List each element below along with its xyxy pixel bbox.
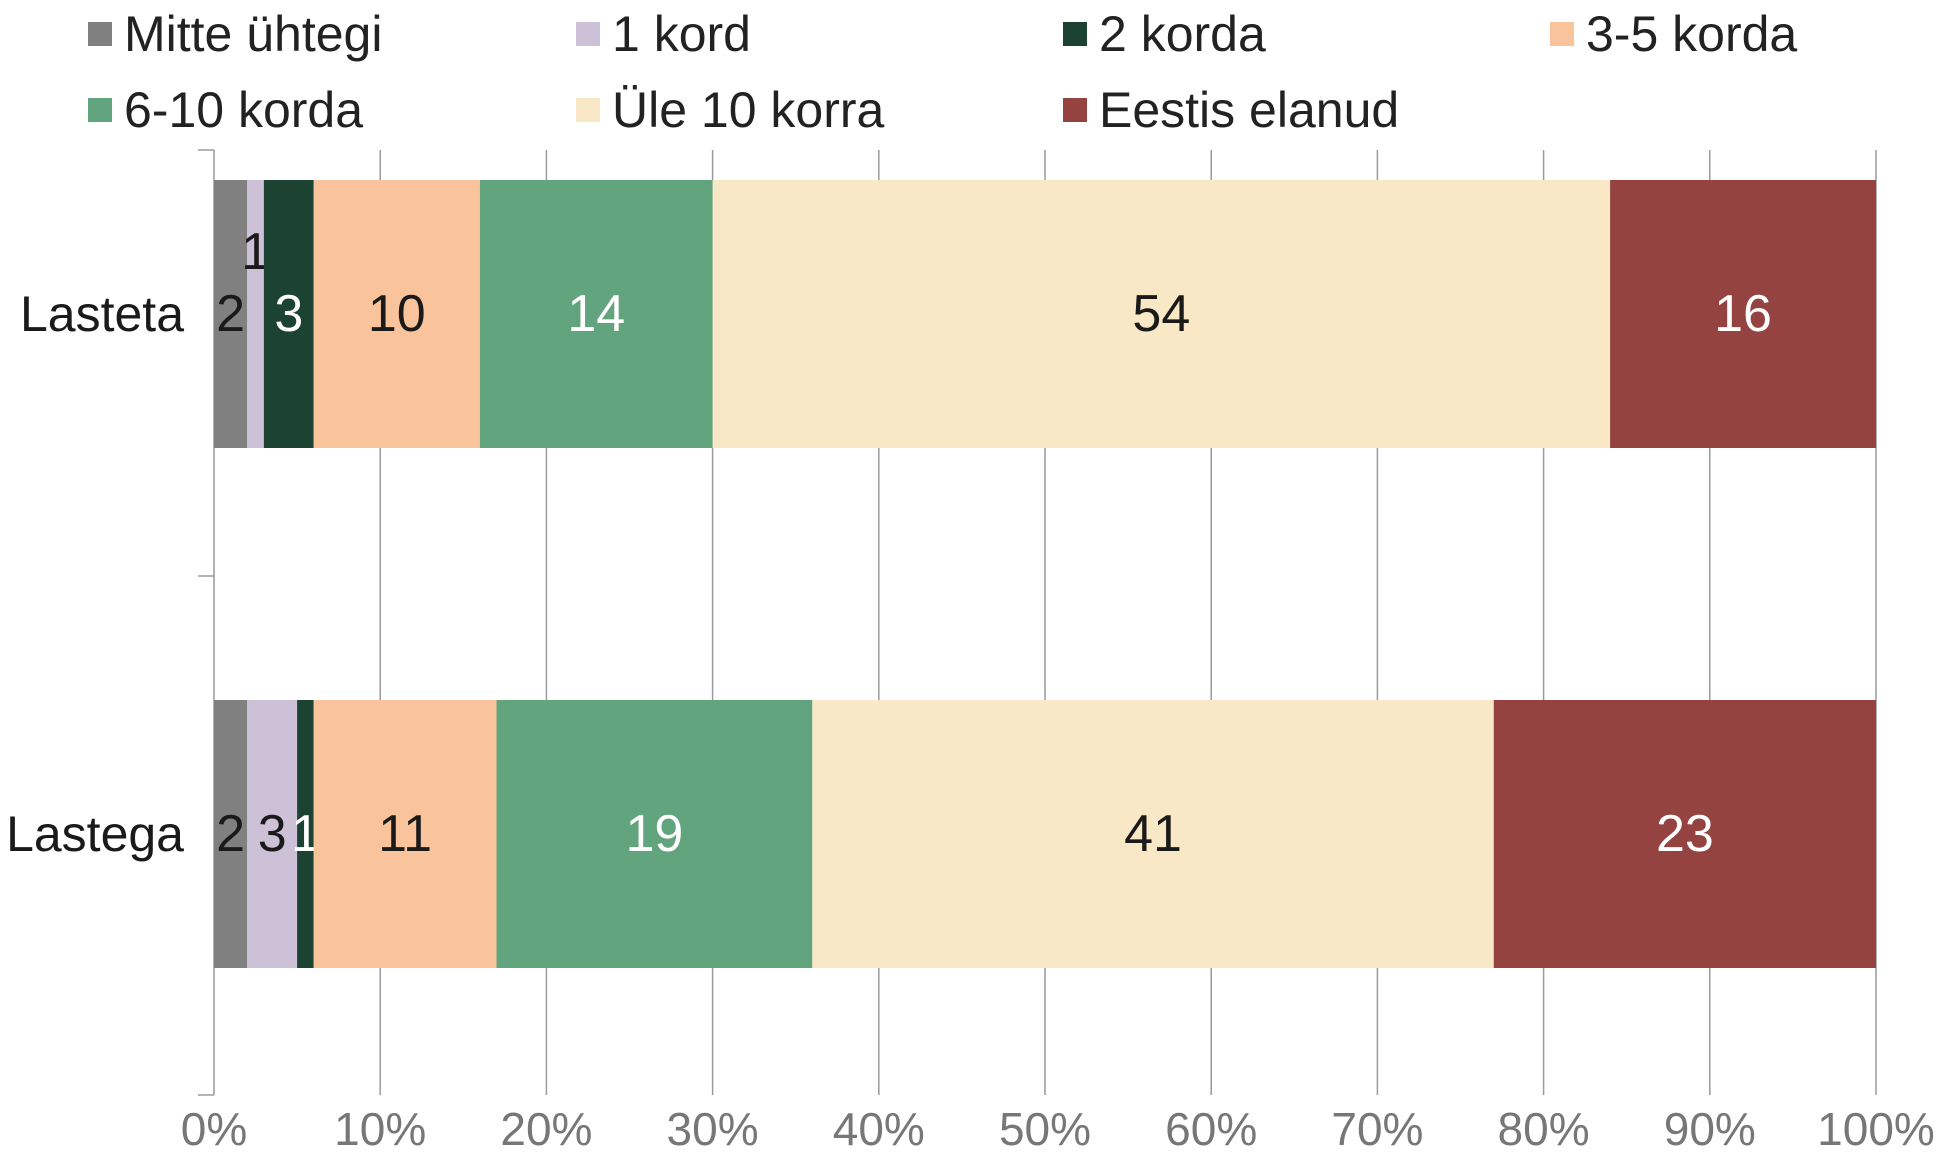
x-tick-label: 50% [999,1103,1091,1155]
legend-label: 6-10 korda [124,82,364,138]
data-label: 19 [626,805,684,863]
legend-swatch [576,22,600,46]
bar-segment [712,180,1611,448]
legend-item: Üle 10 korra [576,80,884,140]
bar-segment [247,180,264,448]
x-tick-label: 20% [500,1103,592,1155]
bar-segment [297,700,314,968]
bar-segment [214,700,248,968]
x-tick-label: 90% [1664,1103,1756,1155]
x-tick-label: 80% [1498,1103,1590,1155]
data-label: 3 [274,285,303,343]
x-tick-label: 0% [181,1103,247,1155]
bar-segment [812,700,1494,968]
legend-swatch [1063,22,1087,46]
legend-swatch [88,22,112,46]
data-label: 23 [1656,805,1714,863]
bar-segment [247,700,298,968]
bar-segment [1610,180,1876,448]
bar-segment [479,180,713,448]
legend-label: 1 kord [612,6,751,62]
data-label: 10 [368,285,426,343]
x-tick-label: 60% [1165,1103,1257,1155]
legend-item: 6-10 korda [88,80,363,140]
category-label: Lasteta [20,286,184,342]
x-tick-label: 70% [1331,1103,1423,1155]
legend-label: 3-5 korda [1586,6,1798,62]
x-tick-label: 40% [833,1103,925,1155]
bar-segment [496,700,813,968]
legend-item: 2 korda [1063,4,1266,64]
category-label: Lastega [6,806,184,862]
legend-item: Eestis elanud [1063,80,1399,140]
bar-segment [263,180,314,448]
data-label: 3 [258,805,287,863]
legend-label: Üle 10 korra [612,82,885,138]
legend-swatch [576,98,600,122]
bar-segment [313,700,497,968]
bar-segment [214,180,248,448]
data-label: 2 [216,805,245,863]
data-label: 11 [378,805,432,863]
legend: Mitte ühtegi 1 kord 2 korda 3-5 korda 6-10 k… [0,0,1942,150]
legend-label: Mitte ühtegi [124,6,383,62]
x-tick-label: 30% [667,1103,759,1155]
data-label: 54 [1132,285,1190,343]
legend-swatch [1063,98,1087,122]
legend-swatch [1550,22,1574,46]
data-label: 41 [1124,805,1182,863]
legend-label: Eestis elanud [1099,82,1400,138]
data-label: 16 [1714,285,1772,343]
bar-segment [1493,700,1876,968]
legend-swatch [88,98,112,122]
data-label: 14 [567,285,625,343]
x-tick-label: 10% [334,1103,426,1155]
x-tick-label: 100% [1817,1103,1935,1155]
bar-segment [313,180,480,448]
data-label: 2 [216,285,245,343]
legend-label: 2 korda [1099,6,1266,62]
legend-item: 1 kord [576,4,751,64]
legend-item: 3-5 korda [1550,4,1797,64]
legend-item: Mitte ühtegi [88,4,382,64]
